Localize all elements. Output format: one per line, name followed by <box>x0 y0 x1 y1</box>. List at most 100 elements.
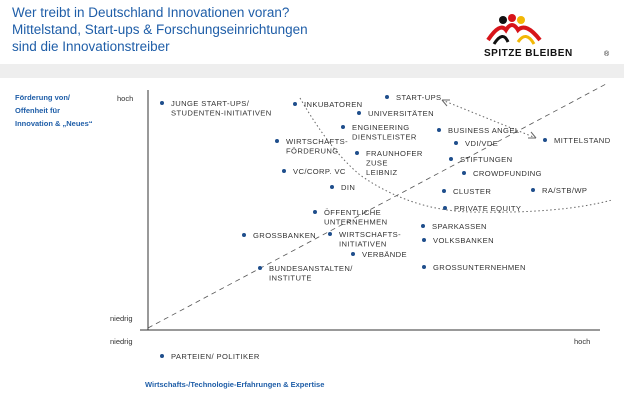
node: JUNGE START-UPS/STUDENTEN-INITIATIVEN <box>160 99 272 118</box>
node-dot <box>341 125 345 129</box>
node-dot <box>258 266 262 270</box>
node-label: INSTITUTE <box>269 274 312 283</box>
node-label: START-UPS <box>396 93 442 102</box>
node-label: ENGINEERING <box>352 123 410 132</box>
header-band <box>0 64 624 78</box>
node: UNIVERSITÄTEN <box>357 109 434 118</box>
node-dot <box>543 138 547 142</box>
node-label: FRAUNHOFER <box>366 149 423 158</box>
y-axis-label: Offenheit für <box>15 106 60 115</box>
node-label: BUNDESANSTALTEN/ <box>269 264 353 273</box>
node-dot <box>442 189 446 193</box>
node-label: VDI/VDE <box>465 139 498 148</box>
node-label: WIRTSCHAFTS- <box>286 137 348 146</box>
node-label: STUDENTEN-INITIATIVEN <box>171 109 272 118</box>
node: CROWDFUNDING <box>462 169 542 178</box>
node-label: CLUSTER <box>453 187 491 196</box>
node: DIN <box>330 183 355 192</box>
node: BUNDESANSTALTEN/INSTITUTE <box>258 264 353 283</box>
node-dot <box>160 354 164 358</box>
node-label: INKUBATOREN <box>304 100 363 109</box>
node: CLUSTER <box>442 187 491 196</box>
node-dot <box>357 111 361 115</box>
node-label: STIFTUNGEN <box>460 155 513 164</box>
node-dot <box>293 102 297 106</box>
node: VDI/VDE <box>454 139 498 148</box>
y-low: niedrig <box>110 314 133 323</box>
node-dot <box>282 169 286 173</box>
node-dot <box>275 139 279 143</box>
node-label: UNIVERSITÄTEN <box>368 109 434 118</box>
title-line: Mittelstand, Start-ups & Forschungseinri… <box>12 22 308 37</box>
node: BUSINESS ANGEL <box>437 126 519 135</box>
node-label: WIRTSCHAFTS- <box>339 230 401 239</box>
node-label: ÖFFENTLICHE <box>324 208 381 217</box>
y-axis-label: Förderung von/ <box>15 93 71 102</box>
node-dot <box>328 232 332 236</box>
logo-mark: ® <box>604 50 610 58</box>
node-dot <box>531 188 535 192</box>
x-high: hoch <box>574 337 590 346</box>
y-high: hoch <box>117 94 133 103</box>
node: INKUBATOREN <box>293 100 363 109</box>
node-label: JUNGE START-UPS/ <box>171 99 250 108</box>
node-dot <box>462 171 466 175</box>
node: WIRTSCHAFTS-INITIATIVEN <box>328 230 401 249</box>
arrow-heads <box>441 99 537 139</box>
node-label: ZUSE <box>366 159 388 168</box>
node-label: GROSSUNTERNEHMEN <box>433 263 526 272</box>
node-label: INITIATIVEN <box>339 240 387 249</box>
node-label: BUSINESS ANGEL <box>448 126 519 135</box>
node-dot <box>313 210 317 214</box>
node-label: VC/CORP. VC <box>293 167 346 176</box>
node-dot <box>351 252 355 256</box>
node: STIFTUNGEN <box>449 155 513 164</box>
node-label: SPARKASSEN <box>432 222 487 231</box>
background <box>0 66 624 401</box>
node-dot <box>443 206 447 210</box>
node-label: PRIVATE EQUITY <box>454 204 521 213</box>
node-dot <box>330 185 334 189</box>
node-dot <box>421 224 425 228</box>
node: WIRTSCHAFTS-FÖRDERUNG <box>275 137 348 156</box>
node-dot <box>437 128 441 132</box>
node-label: DIENSTLEISTER <box>352 133 417 142</box>
node-label: PARTEIEN/ POLITIKER <box>171 352 260 361</box>
node: START-UPS <box>385 93 442 102</box>
axes <box>140 83 613 331</box>
node: VC/CORP. VC <box>282 167 346 176</box>
x-low: niedrig <box>110 337 133 346</box>
logo: SPITZE BLEIBEN ® <box>484 14 610 59</box>
node-label: VOLKSBANKEN <box>433 236 494 245</box>
node-label: RA/STB/WP <box>542 186 587 195</box>
node-label: CROWDFUNDING <box>473 169 542 178</box>
logo-text: SPITZE BLEIBEN <box>484 48 573 59</box>
diagonal <box>147 83 607 329</box>
node: MITTELSTAND <box>543 136 610 145</box>
node-dot <box>422 238 426 242</box>
y-axis-label: Innovation & „Neues“ <box>15 119 93 128</box>
node-dot <box>449 157 453 161</box>
node: VOLKSBANKEN <box>422 236 494 245</box>
node: PARTEIEN/ POLITIKER <box>160 352 260 361</box>
node: PRIVATE EQUITY <box>443 204 521 213</box>
node-label: UNTERNEHMEN <box>324 218 387 227</box>
node-label: LEIBNIZ <box>366 168 398 177</box>
node-dot <box>454 141 458 145</box>
node: RA/STB/WP <box>531 186 587 195</box>
node-label: VERBÄNDE <box>362 250 407 259</box>
node-dot <box>160 101 164 105</box>
title-line: Wer treibt in Deutschland Innovationen v… <box>12 5 289 20</box>
title-line: sind die Innovationstreiber <box>12 39 170 54</box>
node-dot <box>242 233 246 237</box>
node: GROSSBANKEN <box>242 231 316 240</box>
node-dot <box>385 95 389 99</box>
arrow <box>441 99 537 139</box>
node: SPARKASSEN <box>421 222 487 231</box>
node-dot <box>422 265 426 269</box>
node-label: GROSSBANKEN <box>253 231 316 240</box>
